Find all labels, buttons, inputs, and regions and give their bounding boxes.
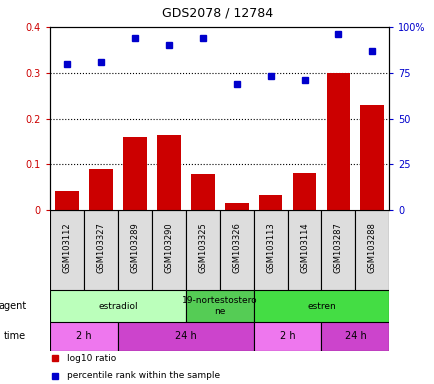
Bar [321, 210, 355, 290]
Bar [224, 204, 248, 210]
Text: GSM103325: GSM103325 [198, 222, 207, 273]
Bar [118, 210, 151, 290]
Bar [50, 210, 84, 290]
Bar [355, 210, 388, 290]
Text: GSM103112: GSM103112 [62, 222, 71, 273]
Text: 24 h: 24 h [344, 331, 365, 341]
Bar [84, 210, 118, 290]
Text: GSM103289: GSM103289 [130, 222, 139, 273]
Bar [360, 105, 383, 210]
Text: GDS2078 / 12784: GDS2078 / 12784 [161, 6, 273, 19]
Text: GSM103327: GSM103327 [96, 222, 105, 273]
Text: GSM103288: GSM103288 [367, 222, 376, 273]
Bar [253, 290, 388, 322]
Bar [157, 134, 180, 210]
Bar [50, 290, 185, 322]
Bar [118, 322, 253, 351]
Text: agent: agent [0, 301, 26, 311]
Text: 2 h: 2 h [279, 331, 295, 341]
Text: 24 h: 24 h [174, 331, 196, 341]
Bar [89, 169, 112, 210]
Bar [258, 195, 282, 210]
Bar [185, 290, 253, 322]
Text: percentile rank within the sample: percentile rank within the sample [67, 371, 220, 380]
Bar [253, 210, 287, 290]
Text: time: time [4, 331, 26, 341]
Bar [321, 322, 388, 351]
Text: estren: estren [306, 302, 335, 311]
Text: GSM103290: GSM103290 [164, 222, 173, 273]
Bar [185, 210, 219, 290]
Bar [219, 210, 253, 290]
Text: 2 h: 2 h [76, 331, 92, 341]
Bar [292, 173, 316, 210]
Text: 19-nortestostero
ne: 19-nortestostero ne [181, 296, 257, 316]
Text: GSM103113: GSM103113 [266, 222, 274, 273]
Bar [151, 210, 185, 290]
Bar [287, 210, 321, 290]
Text: log10 ratio: log10 ratio [67, 354, 116, 363]
Bar [253, 322, 321, 351]
Bar [55, 191, 79, 210]
Bar [123, 137, 146, 210]
Bar [191, 174, 214, 210]
Text: GSM103326: GSM103326 [232, 222, 240, 273]
Text: GSM103287: GSM103287 [333, 222, 342, 273]
Bar [326, 73, 349, 210]
Bar [50, 322, 118, 351]
Text: estradiol: estradiol [98, 302, 138, 311]
Text: GSM103114: GSM103114 [299, 222, 308, 273]
